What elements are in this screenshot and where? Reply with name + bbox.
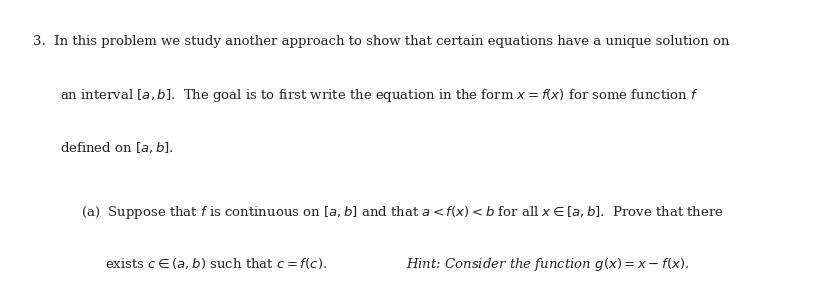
Text: (a)  Suppose that $f$ is continuous on $[a, b]$ and that $a < f(x) < b$ for all : (a) Suppose that $f$ is continuous on $[…	[81, 204, 723, 221]
Text: Hint: Consider the function $g(x) = x - f(x)$.: Hint: Consider the function $g(x) = x - …	[405, 256, 688, 273]
Text: defined on $[a, b]$.: defined on $[a, b]$.	[60, 140, 174, 155]
Text: an interval $[a, b]$.  The goal is to first write the equation in the form $x = : an interval $[a, b]$. The goal is to fir…	[60, 87, 698, 104]
Text: 3.  In this problem we study another approach to show that certain equations hav: 3. In this problem we study another appr…	[33, 35, 729, 48]
Text: exists $c \in (a, b)$ such that $c = f(c)$.: exists $c \in (a, b)$ such that $c = f(c…	[105, 256, 332, 271]
